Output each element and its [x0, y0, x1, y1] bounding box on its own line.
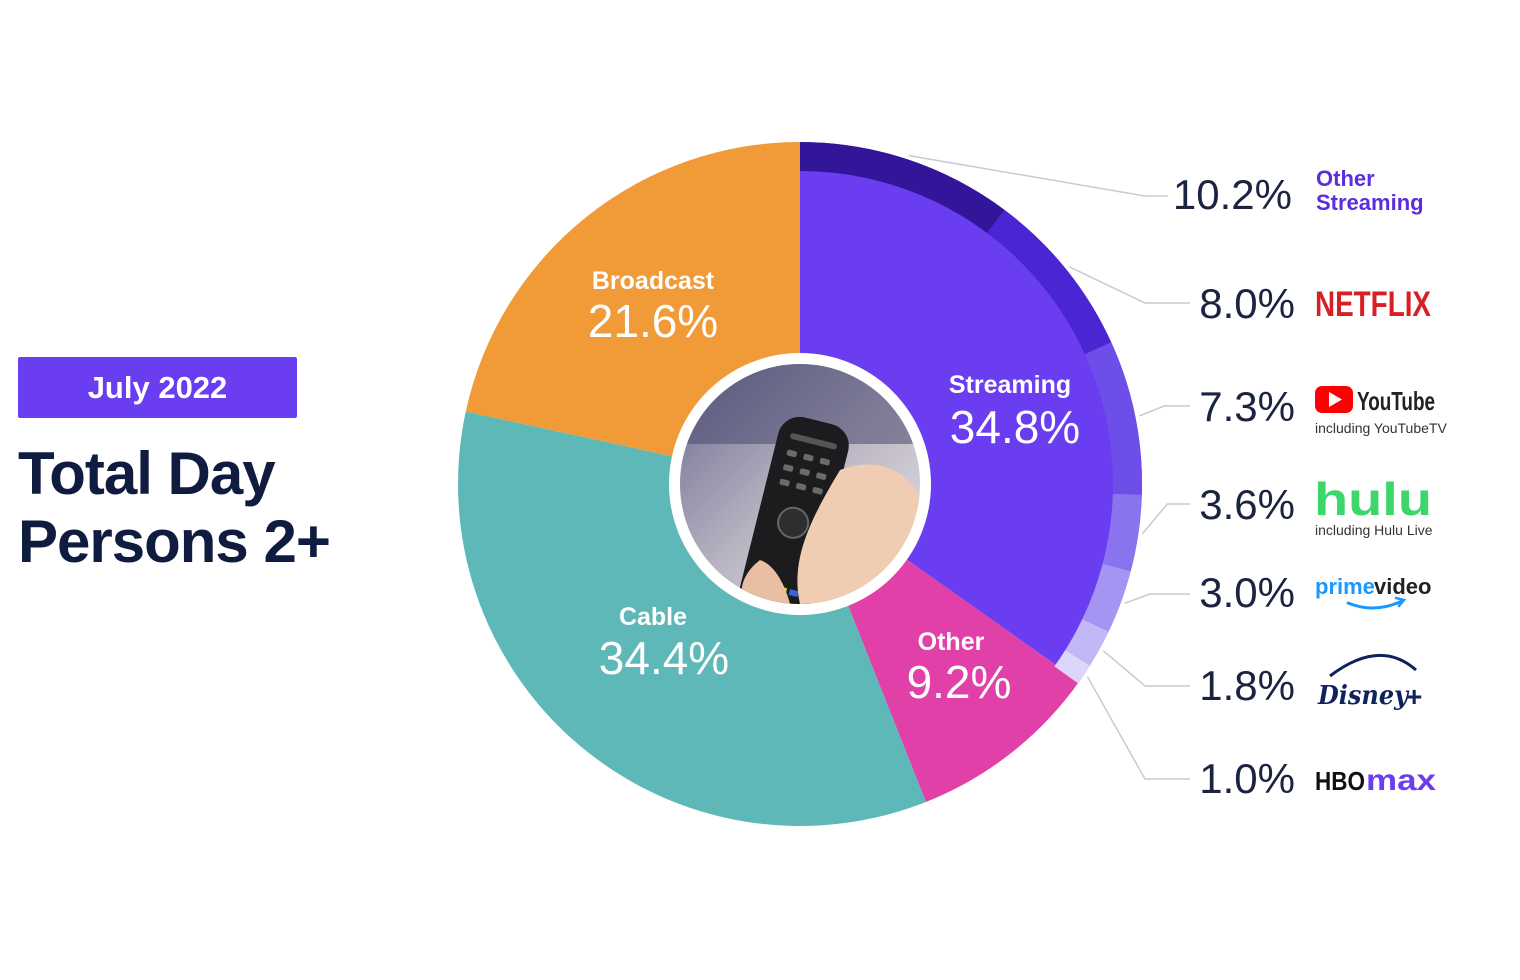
youtube-logo: YouTube including YouTubeTV — [1315, 386, 1447, 436]
remote-photo — [669, 353, 931, 615]
value-streaming: 34.8% — [950, 401, 1080, 453]
prime-video-logo: prime video — [1315, 574, 1431, 610]
ring-hulu — [1102, 493, 1142, 572]
title-line-1: Total Day — [18, 440, 276, 507]
svg-text:NETFLIX: NETFLIX — [1315, 285, 1432, 324]
pct-other-streaming: 10.2% — [1173, 171, 1292, 218]
youtube-subtitle: including YouTubeTV — [1315, 420, 1447, 436]
label-other: Other — [918, 628, 985, 656]
ring-disney-plus — [1065, 619, 1109, 666]
pct-youtube: 7.3% — [1199, 383, 1295, 430]
ring-youtube — [1084, 342, 1142, 495]
disney-plus-logo: Disney + — [1317, 653, 1422, 712]
leader-line — [1069, 266, 1190, 304]
leader-line — [908, 154, 1168, 197]
leader-line — [1086, 676, 1190, 780]
label-broadcast: Broadcast — [592, 267, 715, 295]
svg-text:Disney: Disney — [1317, 681, 1410, 711]
hulu-logo: hulu including Hulu Live — [1314, 473, 1433, 538]
leader-line — [1138, 405, 1190, 417]
leader-line — [1124, 593, 1190, 604]
pct-prime-video: 3.0% — [1199, 569, 1295, 616]
ring-hbo-max — [1054, 650, 1090, 684]
pct-hbo-max: 1.0% — [1199, 755, 1295, 802]
ring-prime-video — [1082, 563, 1131, 632]
svg-text:video: video — [1374, 574, 1431, 599]
svg-text:+: + — [1406, 681, 1422, 712]
title-line-2: Persons 2+ — [18, 508, 331, 575]
svg-text:hulu: hulu — [1314, 473, 1432, 525]
date-badge: July 2022 — [18, 357, 297, 418]
svg-text:YouTube: YouTube — [1357, 386, 1435, 416]
value-cable: 34.4% — [599, 632, 729, 684]
pct-hulu: 3.6% — [1199, 481, 1295, 528]
other-streaming-logo: Other Streaming — [1316, 166, 1424, 215]
ring-netflix — [987, 209, 1112, 355]
label-streaming: Streaming — [949, 371, 1071, 399]
value-other: 9.2% — [907, 656, 1012, 708]
label-cable: Cable — [619, 603, 687, 631]
pct-netflix: 8.0% — [1199, 280, 1295, 327]
page-title: Total Day Persons 2+ — [18, 440, 331, 576]
leader-line — [1102, 650, 1190, 687]
ring-other-streaming — [800, 142, 1005, 234]
hulu-subtitle: including Hulu Live — [1315, 522, 1433, 538]
leader-line — [1141, 503, 1190, 535]
hbo-max-logo: HBO max — [1315, 764, 1436, 797]
value-broadcast: 21.6% — [588, 295, 718, 347]
svg-text:Streaming: Streaming — [1316, 190, 1424, 215]
svg-text:HBO: HBO — [1315, 766, 1365, 796]
svg-text:Other: Other — [1316, 166, 1375, 191]
pct-disney-plus: 1.8% — [1199, 662, 1295, 709]
netflix-logo: NETFLIX — [1315, 285, 1432, 324]
svg-text:prime: prime — [1315, 574, 1375, 599]
svg-text:max: max — [1366, 764, 1436, 797]
